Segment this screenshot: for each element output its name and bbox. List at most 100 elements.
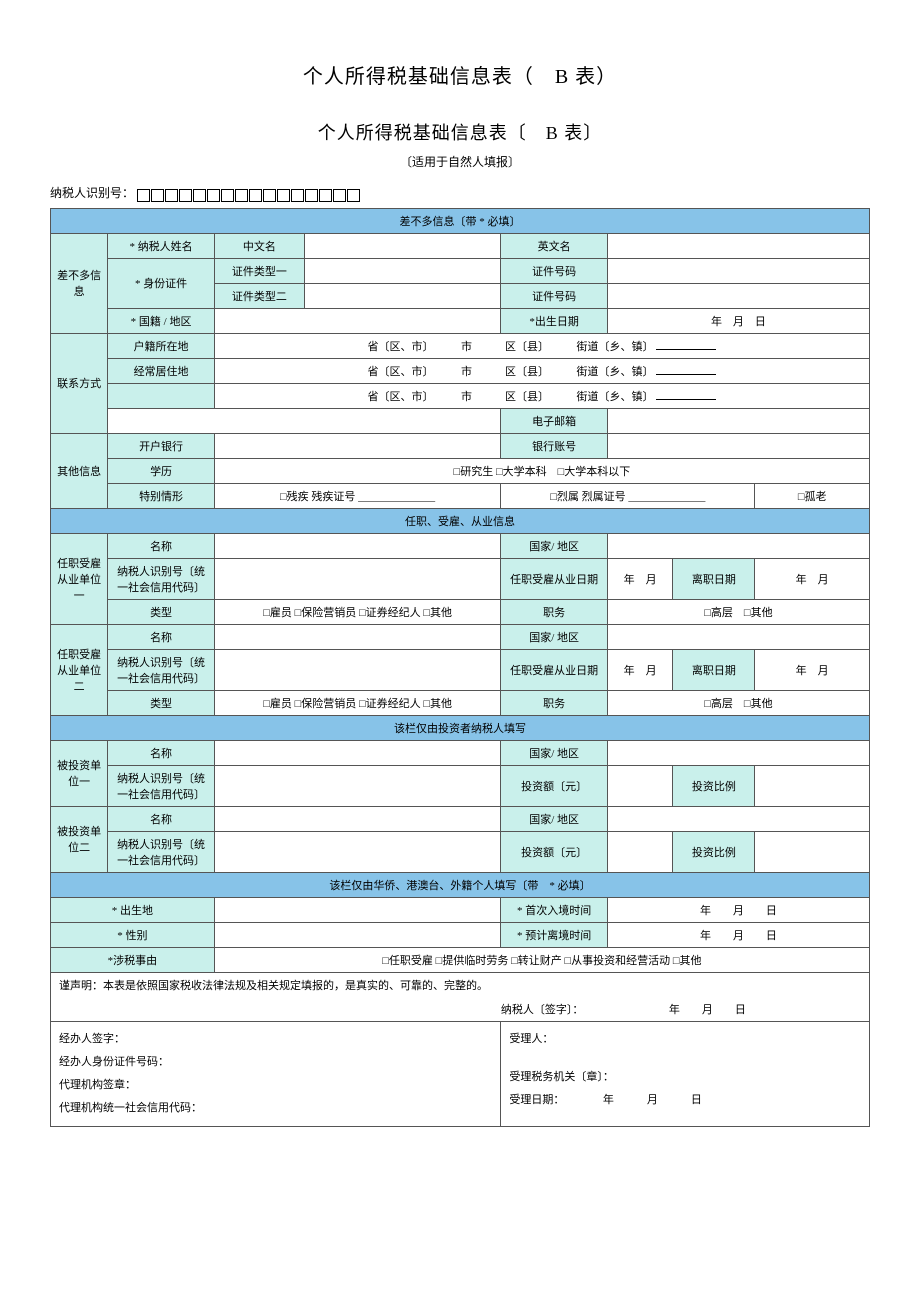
label-inv2-amount: 投资额〔元〕 — [501, 831, 607, 872]
field-inv2-entity[interactable] — [214, 806, 501, 831]
field-inv1-ratio[interactable] — [755, 765, 870, 806]
form-subtitle: 〔适用于自然人填报〕 — [50, 153, 870, 170]
label-nationality: * 国籍 / 地区 — [108, 308, 214, 333]
field-emp2-type[interactable]: □雇员 □保险营销员 □证券经纪人 □其他 — [214, 690, 501, 715]
label-emp1-type: 类型 — [108, 599, 214, 624]
receive-date-line[interactable]: 受理日期： 年 月 日 — [509, 1089, 861, 1112]
label-name-cn: 中文名 — [214, 233, 304, 258]
taxpayer-id-boxes[interactable] — [137, 187, 361, 202]
field-inv2-taxid[interactable] — [214, 831, 501, 872]
receiver-line[interactable]: 受理人： — [509, 1028, 861, 1051]
field-inv2-amount[interactable] — [607, 831, 673, 872]
field-bank-acct[interactable] — [607, 433, 869, 458]
label-emp1-entity: 名称 — [108, 533, 214, 558]
field-addr3[interactable]: 省〔区、市〕 市 区〔县〕 街道〔乡、镇〕 — [214, 383, 869, 408]
field-id-no1[interactable] — [607, 258, 869, 283]
group-basic: 差不多信息 — [51, 233, 108, 333]
group-contact: 联系方式 — [51, 333, 108, 433]
field-tax-matter[interactable]: □任职受雇 □提供临时劳务 □转让财产 □从事投资和经营活动 □其他 — [214, 947, 869, 972]
label-first-entry: * 首次入境时间 — [501, 897, 607, 922]
field-expected-leave[interactable]: 年 月 日 — [607, 922, 869, 947]
field-emp1-hiredate[interactable]: 年 月 — [607, 558, 673, 599]
field-emp1-region[interactable] — [607, 533, 869, 558]
label-emp2-type: 类型 — [108, 690, 214, 715]
label-emp2-pos: 职务 — [501, 690, 607, 715]
field-emp1-entity[interactable] — [214, 533, 501, 558]
field-inv1-region[interactable] — [607, 740, 869, 765]
field-contact-blank[interactable] — [108, 408, 501, 433]
label-id-doc: * 身份证件 — [108, 258, 214, 308]
label-bank: 开户银行 — [108, 433, 214, 458]
field-emp2-entity[interactable] — [214, 624, 501, 649]
agent-block[interactable]: 经办人签字： 经办人身份证件号码： 代理机构签章： 代理机构统一社会信用代码： — [51, 1021, 501, 1126]
label-emp2-leavedate: 离职日期 — [673, 649, 755, 690]
field-huji[interactable]: 省〔区、市〕 市 区〔县〕 街道〔乡、镇〕 — [214, 333, 869, 358]
taxpayer-id-line: 纳税人识别号： — [50, 184, 870, 202]
field-emp2-region[interactable] — [607, 624, 869, 649]
field-id-no2[interactable] — [607, 283, 869, 308]
label-id-no1: 证件号码 — [501, 258, 607, 283]
label-edu: 学历 — [108, 458, 214, 483]
section-investor-header: 该栏仅由投资者纳税人填写 — [51, 715, 870, 740]
agency-code-line[interactable]: 代理机构统一社会信用代码： — [59, 1097, 492, 1120]
label-name: * 纳税人姓名 — [108, 233, 214, 258]
field-edu[interactable]: □研究生 □大学本科 □大学本科以下 — [214, 458, 869, 483]
label-special: 特别情形 — [108, 483, 214, 508]
field-special-martyr[interactable]: □烈属 烈属证号 ______________ — [501, 483, 755, 508]
field-emp1-leavedate[interactable]: 年 月 — [755, 558, 870, 599]
label-id-no2: 证件号码 — [501, 283, 607, 308]
agency-seal-line[interactable]: 代理机构签章： — [59, 1074, 492, 1097]
field-special-disabled[interactable]: □残疾 残疾证号 ______________ — [214, 483, 501, 508]
label-id-type2: 证件类型二 — [214, 283, 304, 308]
field-emp1-pos[interactable]: □高层 □其他 — [607, 599, 869, 624]
label-email: 电子邮箱 — [501, 408, 607, 433]
label-inv1-amount: 投资额〔元〕 — [501, 765, 607, 806]
agent-id-line[interactable]: 经办人身份证件号码： — [59, 1051, 492, 1074]
field-emp2-hiredate[interactable]: 年 月 — [607, 649, 673, 690]
taxpayer-id-label: 纳税人识别号： — [50, 186, 134, 200]
group-emp2: 任职受雇从业单位二 — [51, 624, 108, 715]
field-name-cn[interactable] — [304, 233, 501, 258]
field-inv1-amount[interactable] — [607, 765, 673, 806]
field-first-entry[interactable]: 年 月 日 — [607, 897, 869, 922]
label-dob: *出生日期 — [501, 308, 607, 333]
agent-name-line[interactable]: 经办人签字： — [59, 1028, 492, 1051]
field-name-en[interactable] — [607, 233, 869, 258]
field-emp2-taxid[interactable] — [214, 649, 501, 690]
field-id-type1[interactable] — [304, 258, 501, 283]
label-inv1-taxid: 纳税人识别号〔统一社会信用代码〕 — [108, 765, 214, 806]
label-inv2-entity: 名称 — [108, 806, 214, 831]
field-emp1-type[interactable]: □雇员 □保险营销员 □证券经纪人 □其他 — [214, 599, 501, 624]
taxpayer-sign-line[interactable]: 纳税人〔签字〕： 年 月 日 — [51, 997, 870, 1022]
declaration-text: 谨声明：本表是依照国家税收法律法规及相关规定填报的，是真实的、可靠的、完整的。 — [51, 972, 870, 997]
field-emp2-pos[interactable]: □高层 □其他 — [607, 690, 869, 715]
label-gender: * 性别 — [51, 922, 215, 947]
label-emp2-entity: 名称 — [108, 624, 214, 649]
receive-block[interactable]: 受理人： 受理税务机关〔章〕： 受理日期： 年 月 日 — [501, 1021, 870, 1126]
label-bank-acct: 银行账号 — [501, 433, 607, 458]
field-emp2-leavedate[interactable]: 年 月 — [755, 649, 870, 690]
field-changju[interactable]: 省〔区、市〕 市 区〔县〕 街道〔乡、镇〕 — [214, 358, 869, 383]
field-nationality[interactable] — [214, 308, 501, 333]
label-inv2-ratio: 投资比例 — [673, 831, 755, 872]
field-dob[interactable]: 年 月 日 — [607, 308, 869, 333]
form-title: 个人所得税基础信息表〔 B 表〕 — [50, 119, 870, 145]
authority-line[interactable]: 受理税务机关〔章〕： — [509, 1066, 861, 1089]
field-special-elderly[interactable]: □孤老 — [755, 483, 870, 508]
field-inv1-entity[interactable] — [214, 740, 501, 765]
section-employment-header: 任职、受雇、从业信息 — [51, 508, 870, 533]
field-inv1-taxid[interactable] — [214, 765, 501, 806]
label-emp1-region: 国家/ 地区 — [501, 533, 607, 558]
field-inv2-region[interactable] — [607, 806, 869, 831]
field-bank[interactable] — [214, 433, 501, 458]
label-emp1-hiredate: 任职受雇从业日期 — [501, 558, 607, 599]
field-gender[interactable] — [214, 922, 501, 947]
label-addr3 — [108, 383, 214, 408]
field-birthplace[interactable] — [214, 897, 501, 922]
field-email[interactable] — [607, 408, 869, 433]
field-emp1-taxid[interactable] — [214, 558, 501, 599]
label-id-type1: 证件类型一 — [214, 258, 304, 283]
field-inv2-ratio[interactable] — [755, 831, 870, 872]
section-basic-header: 差不多信息〔带 * 必填〕 — [51, 208, 870, 233]
field-id-type2[interactable] — [304, 283, 501, 308]
